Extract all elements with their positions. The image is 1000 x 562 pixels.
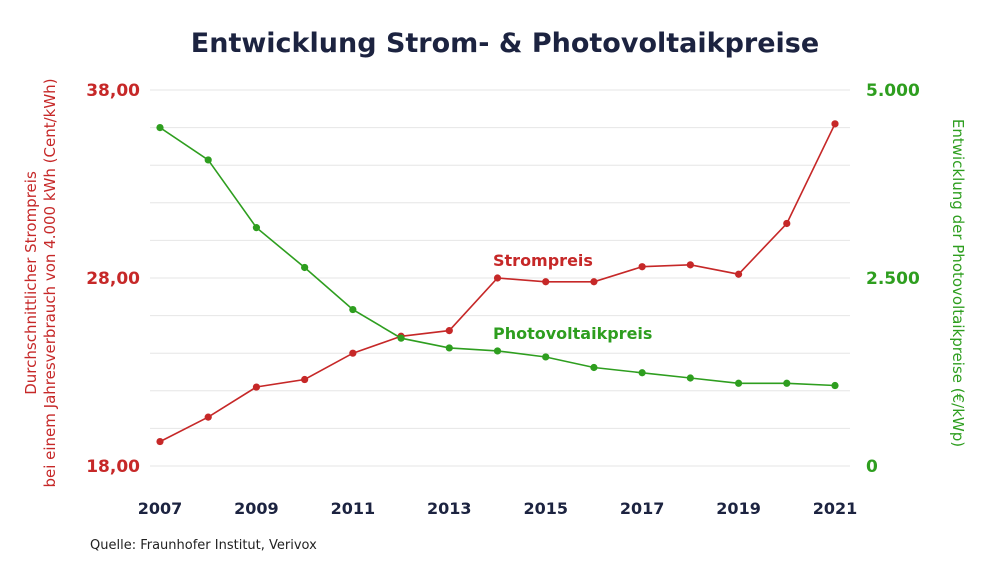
data-point-strompreis <box>252 383 261 391</box>
right-axis-label: Entwicklung der Photovoltaikpreise (€/kW… <box>949 119 967 447</box>
data-point-strompreis <box>831 120 839 128</box>
x-tick-label: 2007 <box>138 499 183 518</box>
source-note: Quelle: Fraunhofer Institut, Verivox <box>90 538 317 553</box>
data-point-photovoltaikpreis <box>783 379 791 387</box>
chart-title: Entwicklung Strom- & Photovoltaikpreise <box>191 28 819 59</box>
data-point-photovoltaikpreis <box>686 374 694 382</box>
right-axis-ticks: 5.000 2.500 0 <box>866 81 920 477</box>
left-tick-label: 18,00 <box>86 457 140 477</box>
data-point-strompreis <box>734 270 743 278</box>
right-tick-label: 2.500 <box>866 269 920 289</box>
series-label-strompreis: Strompreis <box>493 251 593 270</box>
x-tick-label: 2015 <box>523 499 568 518</box>
x-tick-label: 2011 <box>331 499 376 518</box>
data-point-photovoltaikpreis <box>204 156 212 164</box>
data-point-photovoltaikpreis <box>301 263 309 272</box>
data-point-strompreis <box>686 261 694 269</box>
x-tick-label: 2019 <box>716 499 761 518</box>
left-axis-ticks: 38,00 28,00 18,00 <box>86 81 140 477</box>
right-tick-label: 5.000 <box>866 81 920 101</box>
data-point-photovoltaikpreis <box>542 353 550 361</box>
x-tick-label: 2017 <box>620 499 665 518</box>
x-axis-ticks: 2007 2009 2011 2013 2015 2017 2019 2021 <box>138 499 858 518</box>
x-tick-label: 2021 <box>813 499 858 518</box>
data-point-strompreis <box>204 413 212 421</box>
data-point-photovoltaikpreis <box>349 305 357 314</box>
data-point-photovoltaikpreis <box>590 363 598 372</box>
series-line-strompreis <box>159 123 836 443</box>
left-axis-label-line2: bei einem Jahresverbrauch von 4.000 kWh … <box>41 78 59 487</box>
data-point-strompreis <box>783 219 791 228</box>
x-tick-label: 2009 <box>234 499 279 518</box>
data-point-photovoltaikpreis <box>397 334 405 342</box>
data-point-strompreis <box>301 375 309 384</box>
data-point-photovoltaikpreis <box>638 369 646 377</box>
data-point-strompreis <box>638 263 646 271</box>
data-point-photovoltaikpreis <box>734 379 743 387</box>
data-point-photovoltaikpreis <box>156 124 164 132</box>
left-tick-label: 28,00 <box>86 269 140 289</box>
x-tick-label: 2013 <box>427 499 472 518</box>
data-point-strompreis <box>349 349 357 357</box>
series-layer <box>156 120 839 446</box>
left-axis-label-line1: Durchschnittlicher Strompreis <box>22 171 40 395</box>
data-point-photovoltaikpreis <box>252 224 261 232</box>
series-label-photovoltaikpreis: Photovoltaikpreis <box>493 324 652 343</box>
data-point-strompreis <box>493 274 502 282</box>
data-point-photovoltaikpreis <box>831 381 839 390</box>
data-point-strompreis <box>445 327 453 335</box>
right-tick-label: 0 <box>866 457 878 477</box>
left-tick-label: 38,00 <box>86 81 140 101</box>
data-point-strompreis <box>156 437 164 446</box>
data-point-strompreis <box>542 278 550 286</box>
data-point-strompreis <box>590 278 598 286</box>
data-point-photovoltaikpreis <box>445 344 453 352</box>
data-point-photovoltaikpreis <box>493 347 502 355</box>
